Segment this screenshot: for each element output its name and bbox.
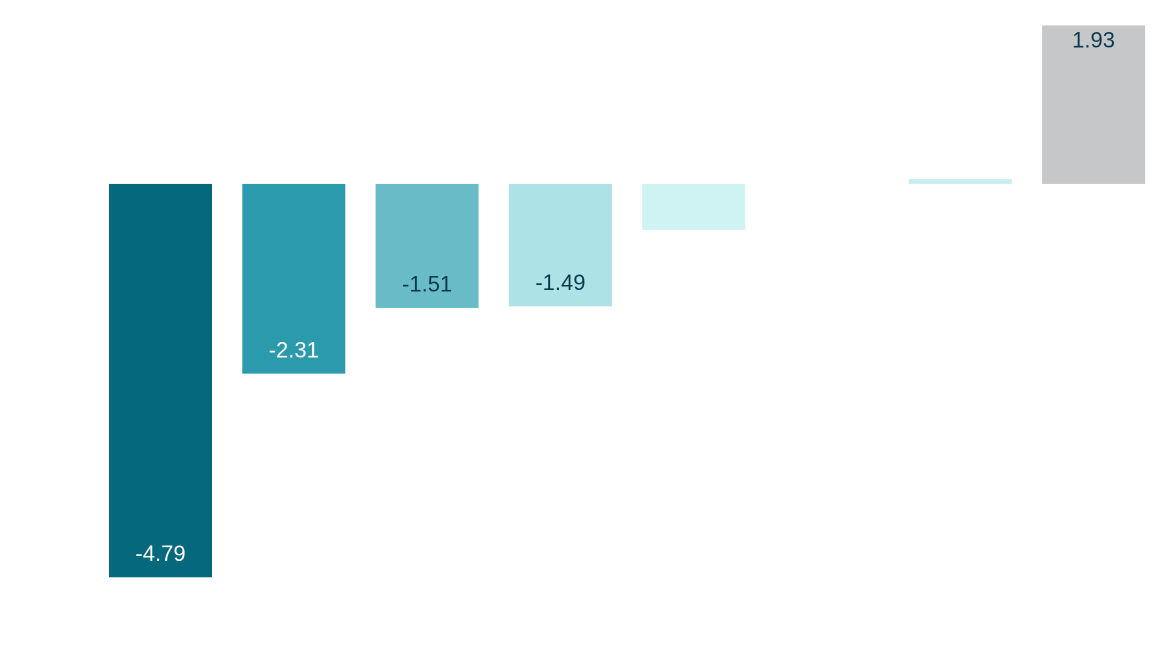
value-label: -1.51 — [402, 272, 452, 297]
value-label: -1.49 — [535, 270, 585, 295]
bar — [109, 183, 212, 578]
value-label: -2.31 — [269, 337, 319, 362]
bar — [1042, 25, 1146, 184]
bar — [508, 183, 612, 307]
bar — [375, 183, 479, 308]
bar — [642, 183, 746, 230]
value-label: 1.93 — [1072, 27, 1115, 52]
bar — [242, 183, 346, 374]
bar — [908, 179, 1012, 184]
value-label: -4.79 — [135, 541, 185, 566]
